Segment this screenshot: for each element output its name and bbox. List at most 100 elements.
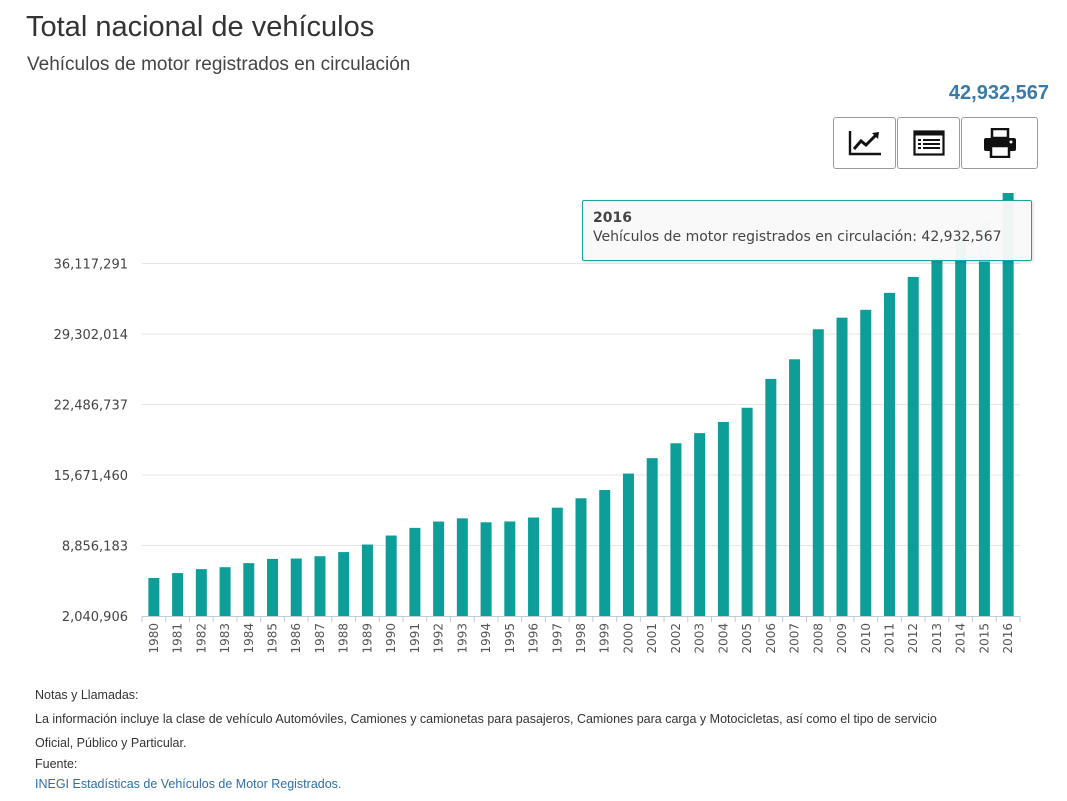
- x-tick-label: 1991: [408, 623, 422, 654]
- bar-2009: [836, 317, 848, 616]
- print-button[interactable]: [961, 117, 1038, 169]
- x-tick-label: 1999: [598, 623, 612, 654]
- x-tick-label: 2006: [764, 623, 778, 654]
- bar-2016: [1002, 193, 1014, 617]
- x-tick-label: 2000: [621, 623, 635, 654]
- bar-chart: 2,040,906 8,856,183 15,671,460 22,486,737 29…: [54, 193, 1021, 654]
- y-tick-label: 22,486,737: [54, 399, 128, 414]
- x-tick-label: 1989: [360, 623, 374, 654]
- bar-1981: [172, 573, 184, 616]
- x-tick-label: 2014: [954, 623, 968, 654]
- x-tick-label: 2004: [716, 623, 730, 654]
- bar-1996: [528, 517, 540, 616]
- bar-2010: [860, 309, 872, 616]
- x-tick-label: 1996: [527, 623, 541, 654]
- bar-2005: [741, 407, 753, 616]
- bar-highlight-marker: [1003, 193, 1014, 200]
- x-tick-label: 2008: [811, 623, 825, 654]
- bar-1988: [338, 552, 350, 616]
- y-tick-label: 29,302,014: [54, 328, 128, 343]
- bar-1983: [219, 567, 231, 616]
- x-tick-label: 1987: [313, 623, 327, 654]
- source-label: Fuente:: [35, 757, 78, 771]
- bar-2000: [622, 473, 634, 616]
- bar-2007: [789, 359, 801, 616]
- x-tick-label: 1998: [574, 623, 588, 654]
- line-chart-button[interactable]: [833, 117, 896, 169]
- bar-1993: [456, 518, 468, 616]
- x-tick-label: 2003: [693, 623, 707, 654]
- tooltip-year: 2016: [593, 210, 632, 226]
- x-tick-label: 1982: [194, 623, 208, 654]
- x-tick-label: 1981: [171, 623, 185, 654]
- bar-2008: [812, 329, 824, 616]
- chart-toolbar: [833, 117, 1039, 169]
- x-tick-label: 1980: [147, 623, 161, 654]
- x-tick-label: 2016: [1001, 623, 1015, 654]
- x-tick-label: 2001: [645, 623, 659, 654]
- x-tick-label: 1984: [242, 623, 256, 654]
- table-list-icon: [912, 130, 945, 156]
- source-link[interactable]: INEGI Estadísticas de Vehículos de Motor…: [35, 777, 342, 791]
- x-tick-label: 2012: [906, 623, 920, 654]
- x-tick-label: 1990: [384, 623, 398, 654]
- x-tick-label: 1986: [289, 623, 303, 654]
- x-tick-label: 2009: [835, 623, 849, 654]
- x-tick-label: 1988: [337, 623, 351, 654]
- x-tick-label: 2015: [977, 623, 991, 654]
- bar-1985: [267, 558, 279, 616]
- x-tick-label: 1985: [266, 623, 280, 654]
- chart-title: Total nacional de vehículos: [26, 11, 375, 43]
- x-tick-label: 2007: [788, 623, 802, 654]
- x-tick-label: 1995: [503, 623, 517, 654]
- bar-2003: [694, 433, 706, 616]
- x-tick-label: 2010: [859, 623, 873, 654]
- table-view-button[interactable]: [897, 117, 960, 169]
- x-tick-label: 1994: [479, 623, 493, 654]
- printer-icon: [983, 128, 1016, 158]
- bar-2011: [883, 292, 895, 616]
- x-tick-label: 1992: [432, 623, 446, 654]
- tooltip-value-text: Vehículos de motor registrados en circul…: [593, 229, 1002, 245]
- bar-1999: [599, 490, 611, 616]
- bar-1984: [243, 563, 255, 616]
- bar-2001: [646, 458, 658, 616]
- bar-1994: [480, 522, 492, 616]
- notes-line-2: Oficial, Público y Particular.: [35, 736, 187, 750]
- bar-2013: [931, 258, 943, 616]
- x-tick-label: 1997: [550, 623, 564, 654]
- x-tick-label: 1983: [218, 623, 232, 654]
- bar-1986: [290, 558, 302, 616]
- bar-2004: [717, 421, 729, 616]
- bar-1989: [361, 544, 373, 616]
- notes-line-1: La información incluye la clase de vehíc…: [35, 712, 937, 726]
- y-tick-label: 15,671,460: [54, 469, 128, 484]
- bar-1987: [314, 556, 326, 616]
- x-tick-label: 1993: [455, 623, 469, 654]
- bar-2012: [907, 276, 919, 616]
- bar-1997: [551, 507, 563, 616]
- y-tick-label: 2,040,906: [62, 610, 128, 625]
- y-tick-label: 8,856,183: [62, 540, 128, 555]
- chart-tooltip: 2016 Vehículos de motor registrados en c…: [582, 200, 1032, 261]
- y-tick-label: 36,117,291: [54, 258, 128, 273]
- chart-notes: Notas y Llamadas: La información incluye…: [35, 683, 937, 795]
- x-tick-label: 2013: [930, 623, 944, 654]
- line-chart-icon: [848, 131, 881, 156]
- x-tick-label: 2011: [882, 623, 896, 654]
- x-tick-label: 2002: [669, 623, 683, 654]
- latest-total-value: 42,932,567: [948, 82, 1049, 104]
- bar-1982: [195, 569, 207, 616]
- bar-2006: [765, 378, 777, 616]
- bar-2002: [670, 443, 682, 616]
- bar-2015: [978, 222, 990, 616]
- bar-2014: [955, 241, 967, 616]
- bar-1990: [385, 535, 397, 616]
- bar-1998: [575, 498, 587, 616]
- chart-subtitle: Vehículos de motor registrados en circul…: [27, 54, 411, 75]
- bar-1980: [148, 577, 160, 616]
- notes-heading: Notas y Llamadas:: [35, 688, 139, 702]
- bar-1991: [409, 527, 421, 616]
- bar-1995: [504, 521, 516, 616]
- x-tick-label: 2005: [740, 623, 754, 654]
